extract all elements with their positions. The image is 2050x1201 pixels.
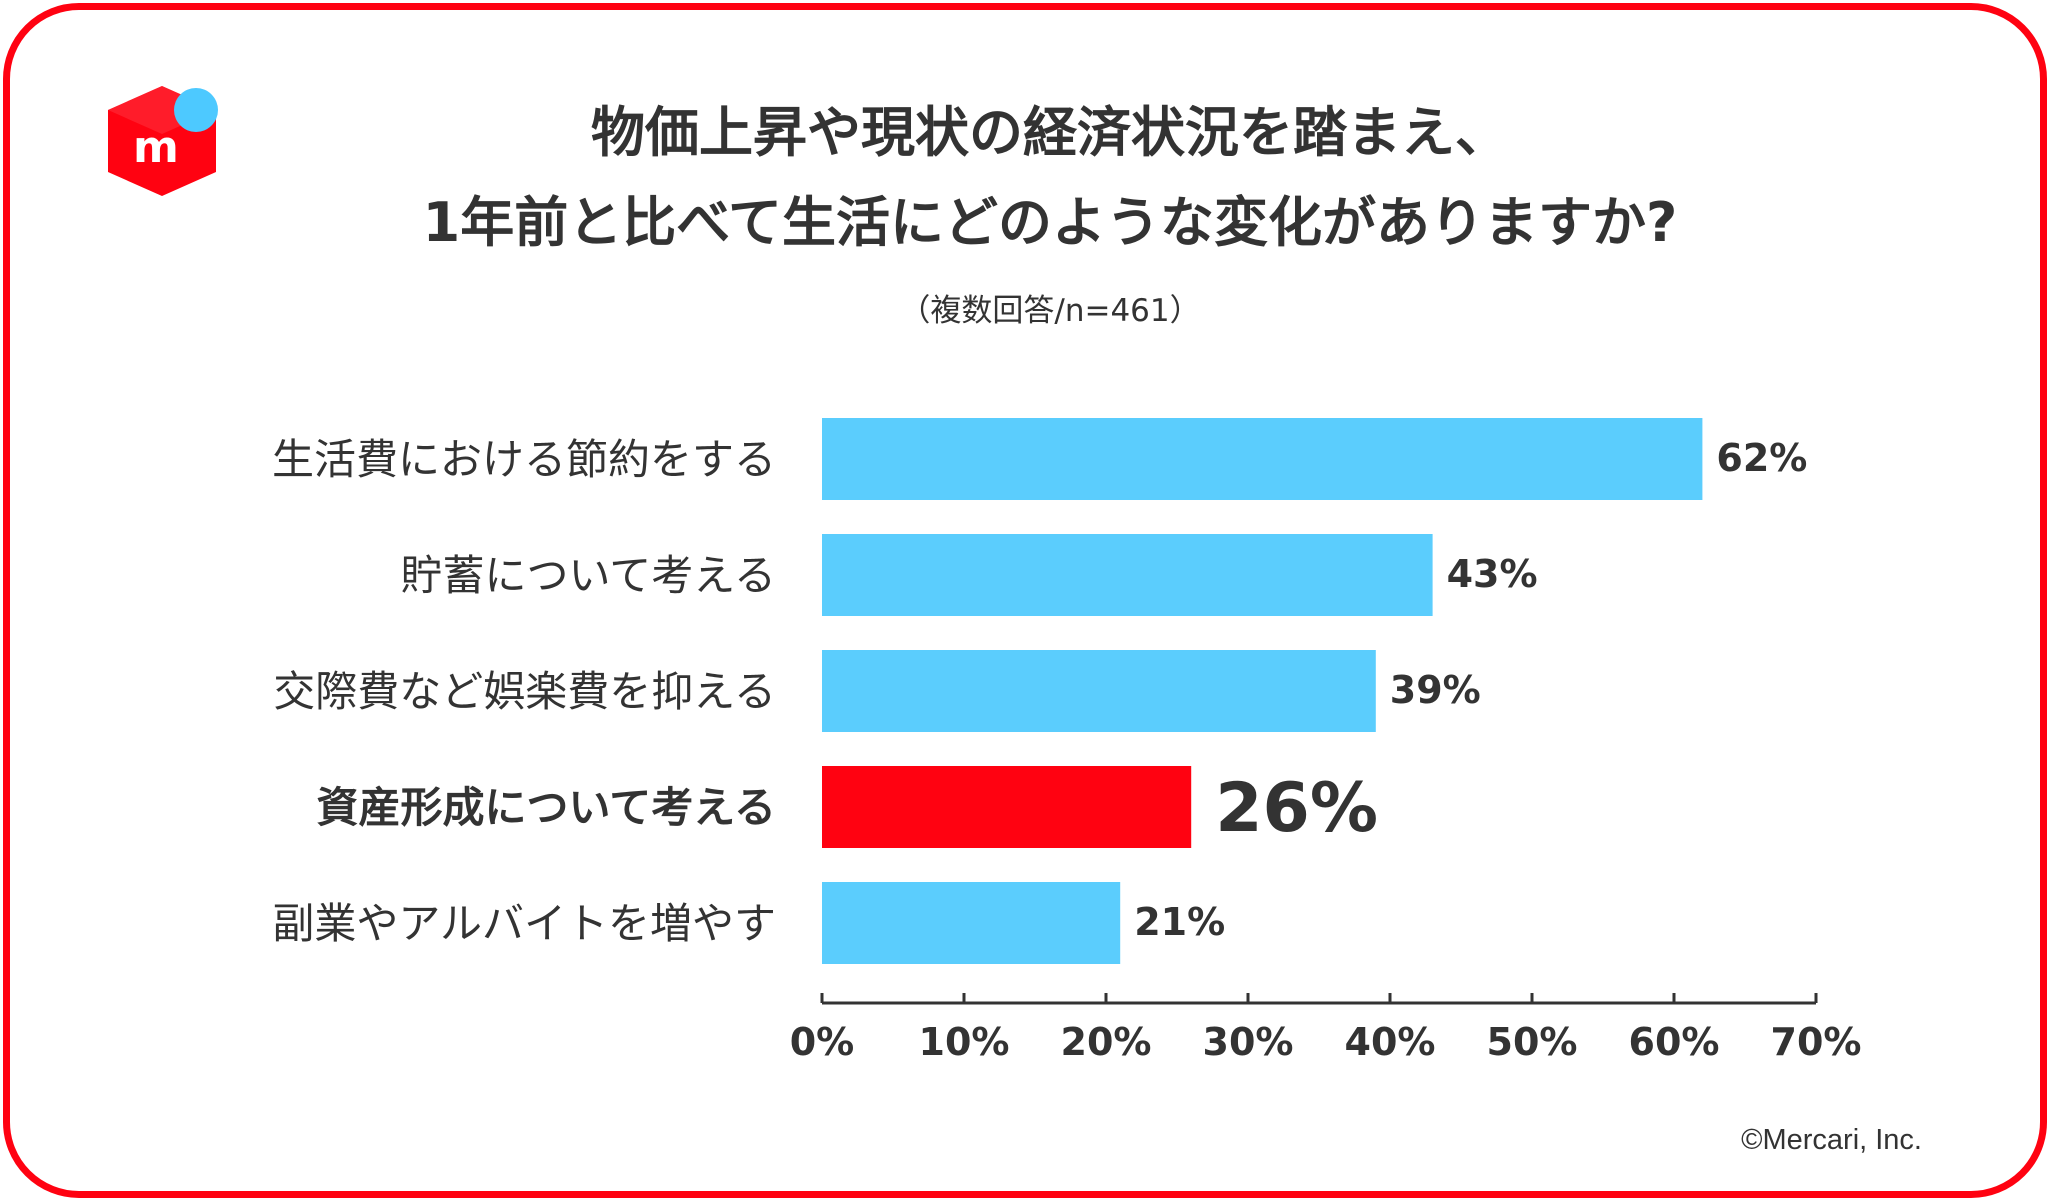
category-label: 資産形成について考える xyxy=(317,783,776,832)
category-label: 副業やアルバイトを増やす xyxy=(272,899,776,948)
data-label: 43% xyxy=(1447,552,1538,596)
x-tick-label: 60% xyxy=(1629,1020,1720,1064)
x-tick-label: 10% xyxy=(919,1020,1010,1064)
data-label: 39% xyxy=(1390,668,1481,712)
x-tick-label: 70% xyxy=(1771,1020,1862,1064)
bar xyxy=(822,534,1433,616)
x-tick-label: 20% xyxy=(1061,1020,1152,1064)
chart-subtitle: （複数回答/n=461） xyxy=(899,293,1201,329)
chart-title-line2: 1年前と比べて生活にどのような変化がありますか? xyxy=(422,191,1678,254)
data-label: 21% xyxy=(1134,900,1225,944)
data-label: 26% xyxy=(1215,769,1378,848)
bar xyxy=(822,766,1192,848)
bar xyxy=(822,882,1121,964)
x-tick-label: 40% xyxy=(1345,1020,1436,1064)
chart-title-line1: 物価上昇や現状の経済状況を踏まえ、 xyxy=(591,101,1509,164)
category-label: 生活費における節約をする xyxy=(272,435,776,484)
x-tick-label: 30% xyxy=(1203,1020,1294,1064)
data-label: 62% xyxy=(1716,436,1807,480)
logo-letter: m xyxy=(133,122,179,173)
mercari-box-logo-icon: m xyxy=(108,86,218,196)
category-label: 貯蓄について考える xyxy=(401,551,776,600)
x-tick-label: 50% xyxy=(1487,1020,1578,1064)
category-label: 交際費など娯楽費を抑える xyxy=(273,667,776,716)
copyright: ©Mercari, Inc. xyxy=(1741,1124,1922,1156)
bar xyxy=(822,418,1703,500)
logo-dot xyxy=(174,88,218,132)
bar xyxy=(822,650,1376,732)
x-tick-label: 0% xyxy=(790,1020,855,1064)
